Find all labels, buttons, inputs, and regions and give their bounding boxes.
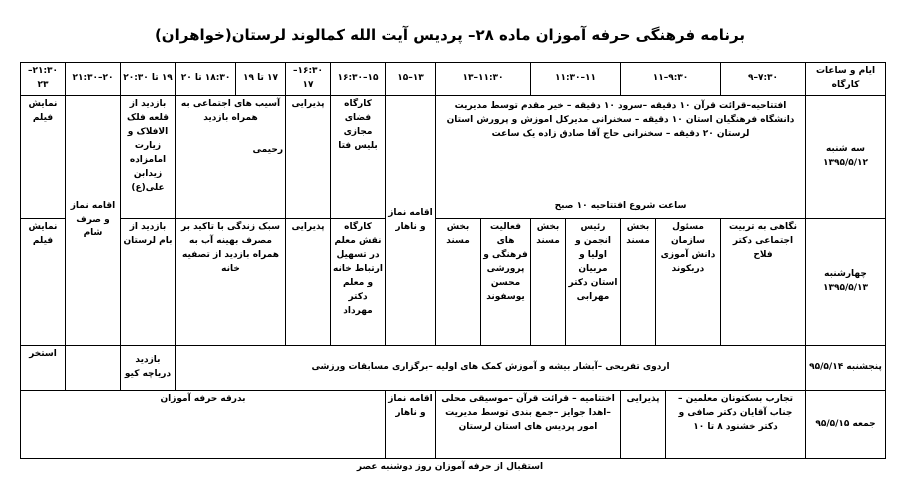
- header-cell: ۱۸:۳۰ تا ۲۰: [175, 62, 236, 96]
- session-cell: مسئول سازمان دانش آموزی دربکوند: [655, 218, 721, 346]
- header-cell: ۱۶:۳۰–۱۷: [285, 62, 331, 96]
- session-cell: پذیرایی: [620, 390, 666, 459]
- header-cell: ۹:۳۰–۱۱: [620, 62, 721, 96]
- session-cell: پذیرایی: [285, 95, 331, 219]
- day-cell: چهارشنبه ۱۳۹۵/۵/۱۳: [805, 218, 886, 346]
- session-cell: اقامه نماز و ناهار: [385, 390, 436, 459]
- header-cell: ایام و ساعات کارگاه: [805, 62, 886, 96]
- day-cell: جمعه ۹۵/۵/۱۵: [805, 390, 886, 459]
- session-cell: پذیرایی: [285, 218, 331, 346]
- header-cell: ۱۱:۳۰–۱۳: [435, 62, 531, 96]
- session-cell: اردوی تفریحی –آبشار بیشه و آموزش کمک های…: [175, 345, 806, 391]
- session-cell: کارگاه نقش معلم در تسهیل ارتباط خانه و م…: [330, 218, 386, 346]
- header-cell: ۱۹ تا ۲۰:۳۰: [120, 62, 176, 96]
- session-cell: بازدید دریاچه کیو: [120, 345, 176, 391]
- session-cell: نگاهی به تربیت اجتماعی دکتر فلاح: [720, 218, 806, 346]
- day-cell: پنجشنبه ۹۵/۵/۱۴: [805, 345, 886, 391]
- header-cell: ۱۷ تا ۱۹: [235, 62, 286, 96]
- session-cell: بخش مسند: [620, 218, 656, 346]
- session-cell: افتتاحیه–قرائت قرآن ۱۰ دقیقه –سرود ۱۰ دق…: [435, 95, 806, 219]
- session-cell: سبک زندگی با تاکید بر مصرف بهینه آب به ه…: [175, 218, 286, 346]
- session-cell: بخش مسند: [530, 218, 566, 346]
- session-cell: آسیب های اجتماعی به همراه بازدید رحیمی: [175, 95, 286, 219]
- session-cell: اختتامیه – قرائت قرآن –موسیقی محلی –اهدا…: [435, 390, 621, 459]
- header-cell: ۲۱:۳۰–۲۳: [20, 62, 66, 96]
- title: برنامه فرهنگی حرفه آموزان ماده ۲۸– پردیس…: [154, 26, 746, 44]
- session-text: رحیمی: [252, 144, 283, 155]
- session-cell: اقامه نماز و ناهار: [385, 95, 436, 346]
- session-text: افتتاحیه–قرائت قرآن ۱۰ دقیقه –سرود ۱۰ دق…: [446, 101, 795, 139]
- session-text: آسیب های اجتماعی به همراه بازدید: [180, 99, 281, 123]
- header-cell: ۲۰–۲۱:۳۰: [65, 62, 121, 96]
- session-text: ساعت شروع افتتاحیه ۱۰ صبح: [554, 201, 687, 212]
- empty-cell: [65, 345, 121, 391]
- footer-note: استقبال از حرفه آموزان روز دوشنبه عصر: [356, 462, 544, 472]
- session-cell: بدرقه حرفه آموزان: [20, 390, 386, 459]
- session-cell: بازدید از بام لرستان: [120, 218, 176, 346]
- day-cell: سه شنبه ۱۳۹۵/۵/۱۲: [805, 95, 886, 219]
- session-cell: بخش مسند: [435, 218, 481, 346]
- session-cell: تجارب بسکتونان معلمین – جناب آقایان دکتر…: [665, 390, 806, 459]
- session-cell: فعالیت های فرهنگی و پرورشی محسن یوسفوند: [480, 218, 531, 346]
- session-cell: نمایش فیلم: [20, 218, 66, 346]
- header-cell: ۱۱–۱۱:۳۰: [530, 62, 621, 96]
- header-cell: ۷:۳۰–۹: [720, 62, 806, 96]
- header-cell: ۱۵–۱۶:۳۰: [330, 62, 386, 96]
- session-cell: نمایش فیلم: [20, 95, 66, 219]
- session-cell: بازدید از قلعه فلک الافلاک و زیارت امامز…: [120, 95, 176, 219]
- session-cell: رئیس انجمن و اولیا و مربیان استان دکتر م…: [565, 218, 621, 346]
- session-cell: استخر: [20, 345, 66, 391]
- header-cell: ۱۳–۱۵: [385, 62, 436, 96]
- session-cell: اقامه نماز و صرف شام: [65, 95, 121, 346]
- session-cell: کارگاه فضای مجازی بلیس فتا: [330, 95, 386, 219]
